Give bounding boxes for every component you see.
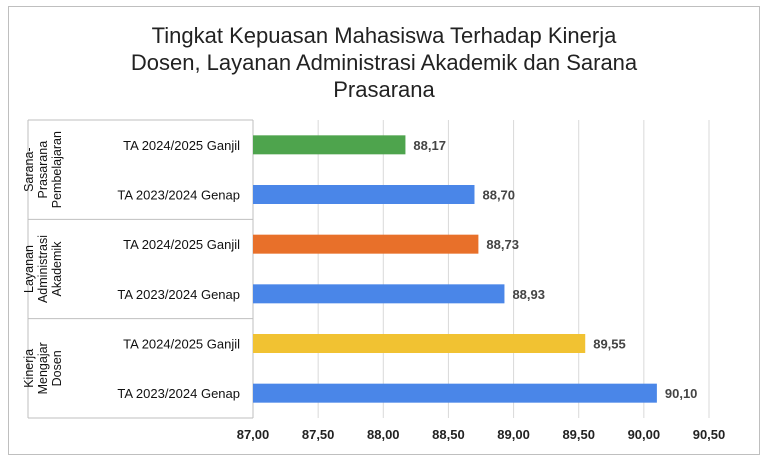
x-tick-label: 87,00 xyxy=(237,427,270,442)
group-label: Sarana-PrasaranaPembelajaran xyxy=(22,131,64,208)
data-label: 88,70 xyxy=(482,188,515,203)
group-label-line: Kinerja xyxy=(22,349,36,388)
bars: 88,17 88,70 88,73 88,93 89,55 90,10 xyxy=(253,135,698,403)
category-label: TA 2024/2025 Ganjil xyxy=(123,237,240,252)
x-tick-label: 88,00 xyxy=(367,427,400,442)
data-label: 88,93 xyxy=(512,287,545,302)
x-tick-label: 90,50 xyxy=(693,427,726,442)
category-label: TA 2023/2024 Genap xyxy=(117,188,240,203)
group-label-line: Dosen xyxy=(50,350,64,386)
group-label-line: Prasarana xyxy=(36,141,50,199)
chart-title: Tingkat Kepuasan Mahasiswa Terhadap Kine… xyxy=(130,23,638,102)
data-label: 90,10 xyxy=(665,386,698,401)
category-label: TA 2023/2024 Genap xyxy=(117,386,240,401)
group-label-line: Pembelajaran xyxy=(50,131,64,208)
group-label-line: Layanan xyxy=(22,245,36,293)
data-label: 88,17 xyxy=(413,138,446,153)
group-label: KinerjaMengajarDosen xyxy=(22,342,64,394)
gridlines xyxy=(252,120,710,418)
category-axis: Sarana-PrasaranaPembelajaran TA 2024/2025… xyxy=(22,119,254,419)
group-label-line: Akademik xyxy=(50,241,64,297)
bar xyxy=(253,234,479,254)
bar xyxy=(253,185,475,204)
x-tick-label: 88,50 xyxy=(432,427,465,442)
x-tick-label: 89,00 xyxy=(497,427,530,442)
x-axis-ticks: 87,00 87,50 88,00 88,50 89,00 89,50 90,00 90,50 xyxy=(237,427,726,442)
group-label-line: Sarana- xyxy=(22,147,36,191)
chart-frame xyxy=(8,6,760,455)
x-tick-label: 87,50 xyxy=(302,427,335,442)
category-label: TA 2023/2024 Genap xyxy=(117,287,240,302)
category-label: TA 2024/2025 Ganjil xyxy=(123,138,240,153)
bar xyxy=(253,284,505,304)
data-label: 88,73 xyxy=(486,237,519,252)
bar xyxy=(253,135,406,155)
category-label: TA 2024/2025 Ganjil xyxy=(123,337,240,352)
x-tick-label: 90,00 xyxy=(628,427,661,442)
data-label: 89,55 xyxy=(593,337,626,352)
bar xyxy=(253,383,657,403)
bar xyxy=(253,334,586,353)
x-tick-label: 89,50 xyxy=(562,427,595,442)
group-label: LayananAdministrasiAkademik xyxy=(22,235,64,303)
group-label-line: Mengajar xyxy=(36,342,50,394)
group-label-line: Administrasi xyxy=(36,235,50,303)
